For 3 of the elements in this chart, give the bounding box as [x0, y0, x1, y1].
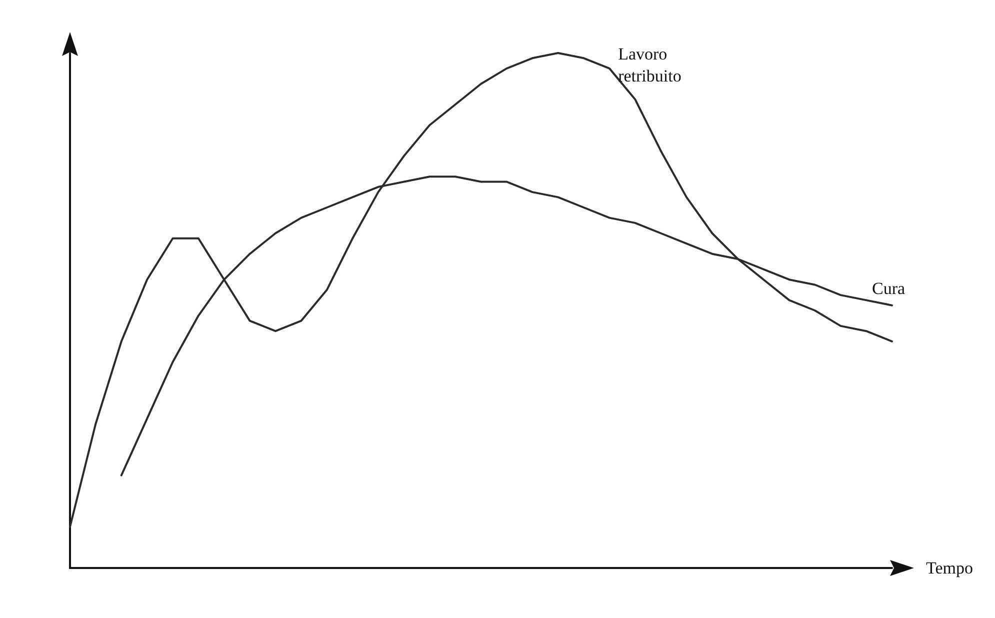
x-axis-title: Tempo: [926, 558, 973, 578]
series-label: Lavoro retribuito: [618, 44, 682, 86]
series-label: Cura: [872, 278, 906, 298]
